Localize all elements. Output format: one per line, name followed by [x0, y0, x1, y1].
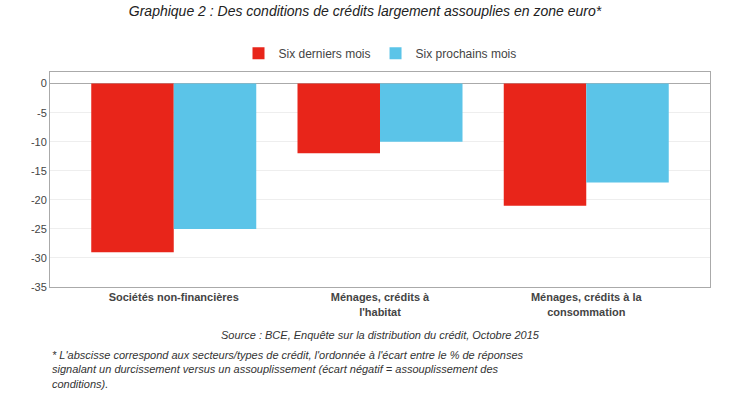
svg-text:Ménages, crédits àl'habitat: Ménages, crédits àl'habitat [331, 291, 430, 317]
svg-text:Sociétés non-financières: Sociétés non-financières [109, 291, 239, 303]
svg-text:Source : BCE, Enquête sur la d: Source : BCE, Enquête sur la distributio… [221, 329, 540, 341]
svg-text:Six prochains mois: Six prochains mois [416, 47, 517, 61]
svg-text:Graphique 2 : Des conditions d: Graphique 2 : Des conditions de crédits … [129, 3, 602, 19]
svg-text:-20: -20 [31, 194, 47, 206]
svg-text:Ménages, crédits à laconsommat: Ménages, crédits à laconsommation [531, 291, 643, 317]
svg-text:-35: -35 [31, 281, 47, 293]
svg-text:-5: -5 [37, 107, 47, 119]
svg-text:-30: -30 [31, 252, 47, 264]
svg-text:* L'abscisse correspond aux se: * L'abscisse correspond aux secteurs/typ… [52, 349, 524, 390]
svg-text:-15: -15 [31, 165, 47, 177]
svg-text:0: 0 [41, 77, 47, 89]
svg-text:-10: -10 [31, 136, 47, 148]
svg-text:Six derniers mois: Six derniers mois [279, 47, 371, 61]
svg-text:-25: -25 [31, 223, 47, 235]
